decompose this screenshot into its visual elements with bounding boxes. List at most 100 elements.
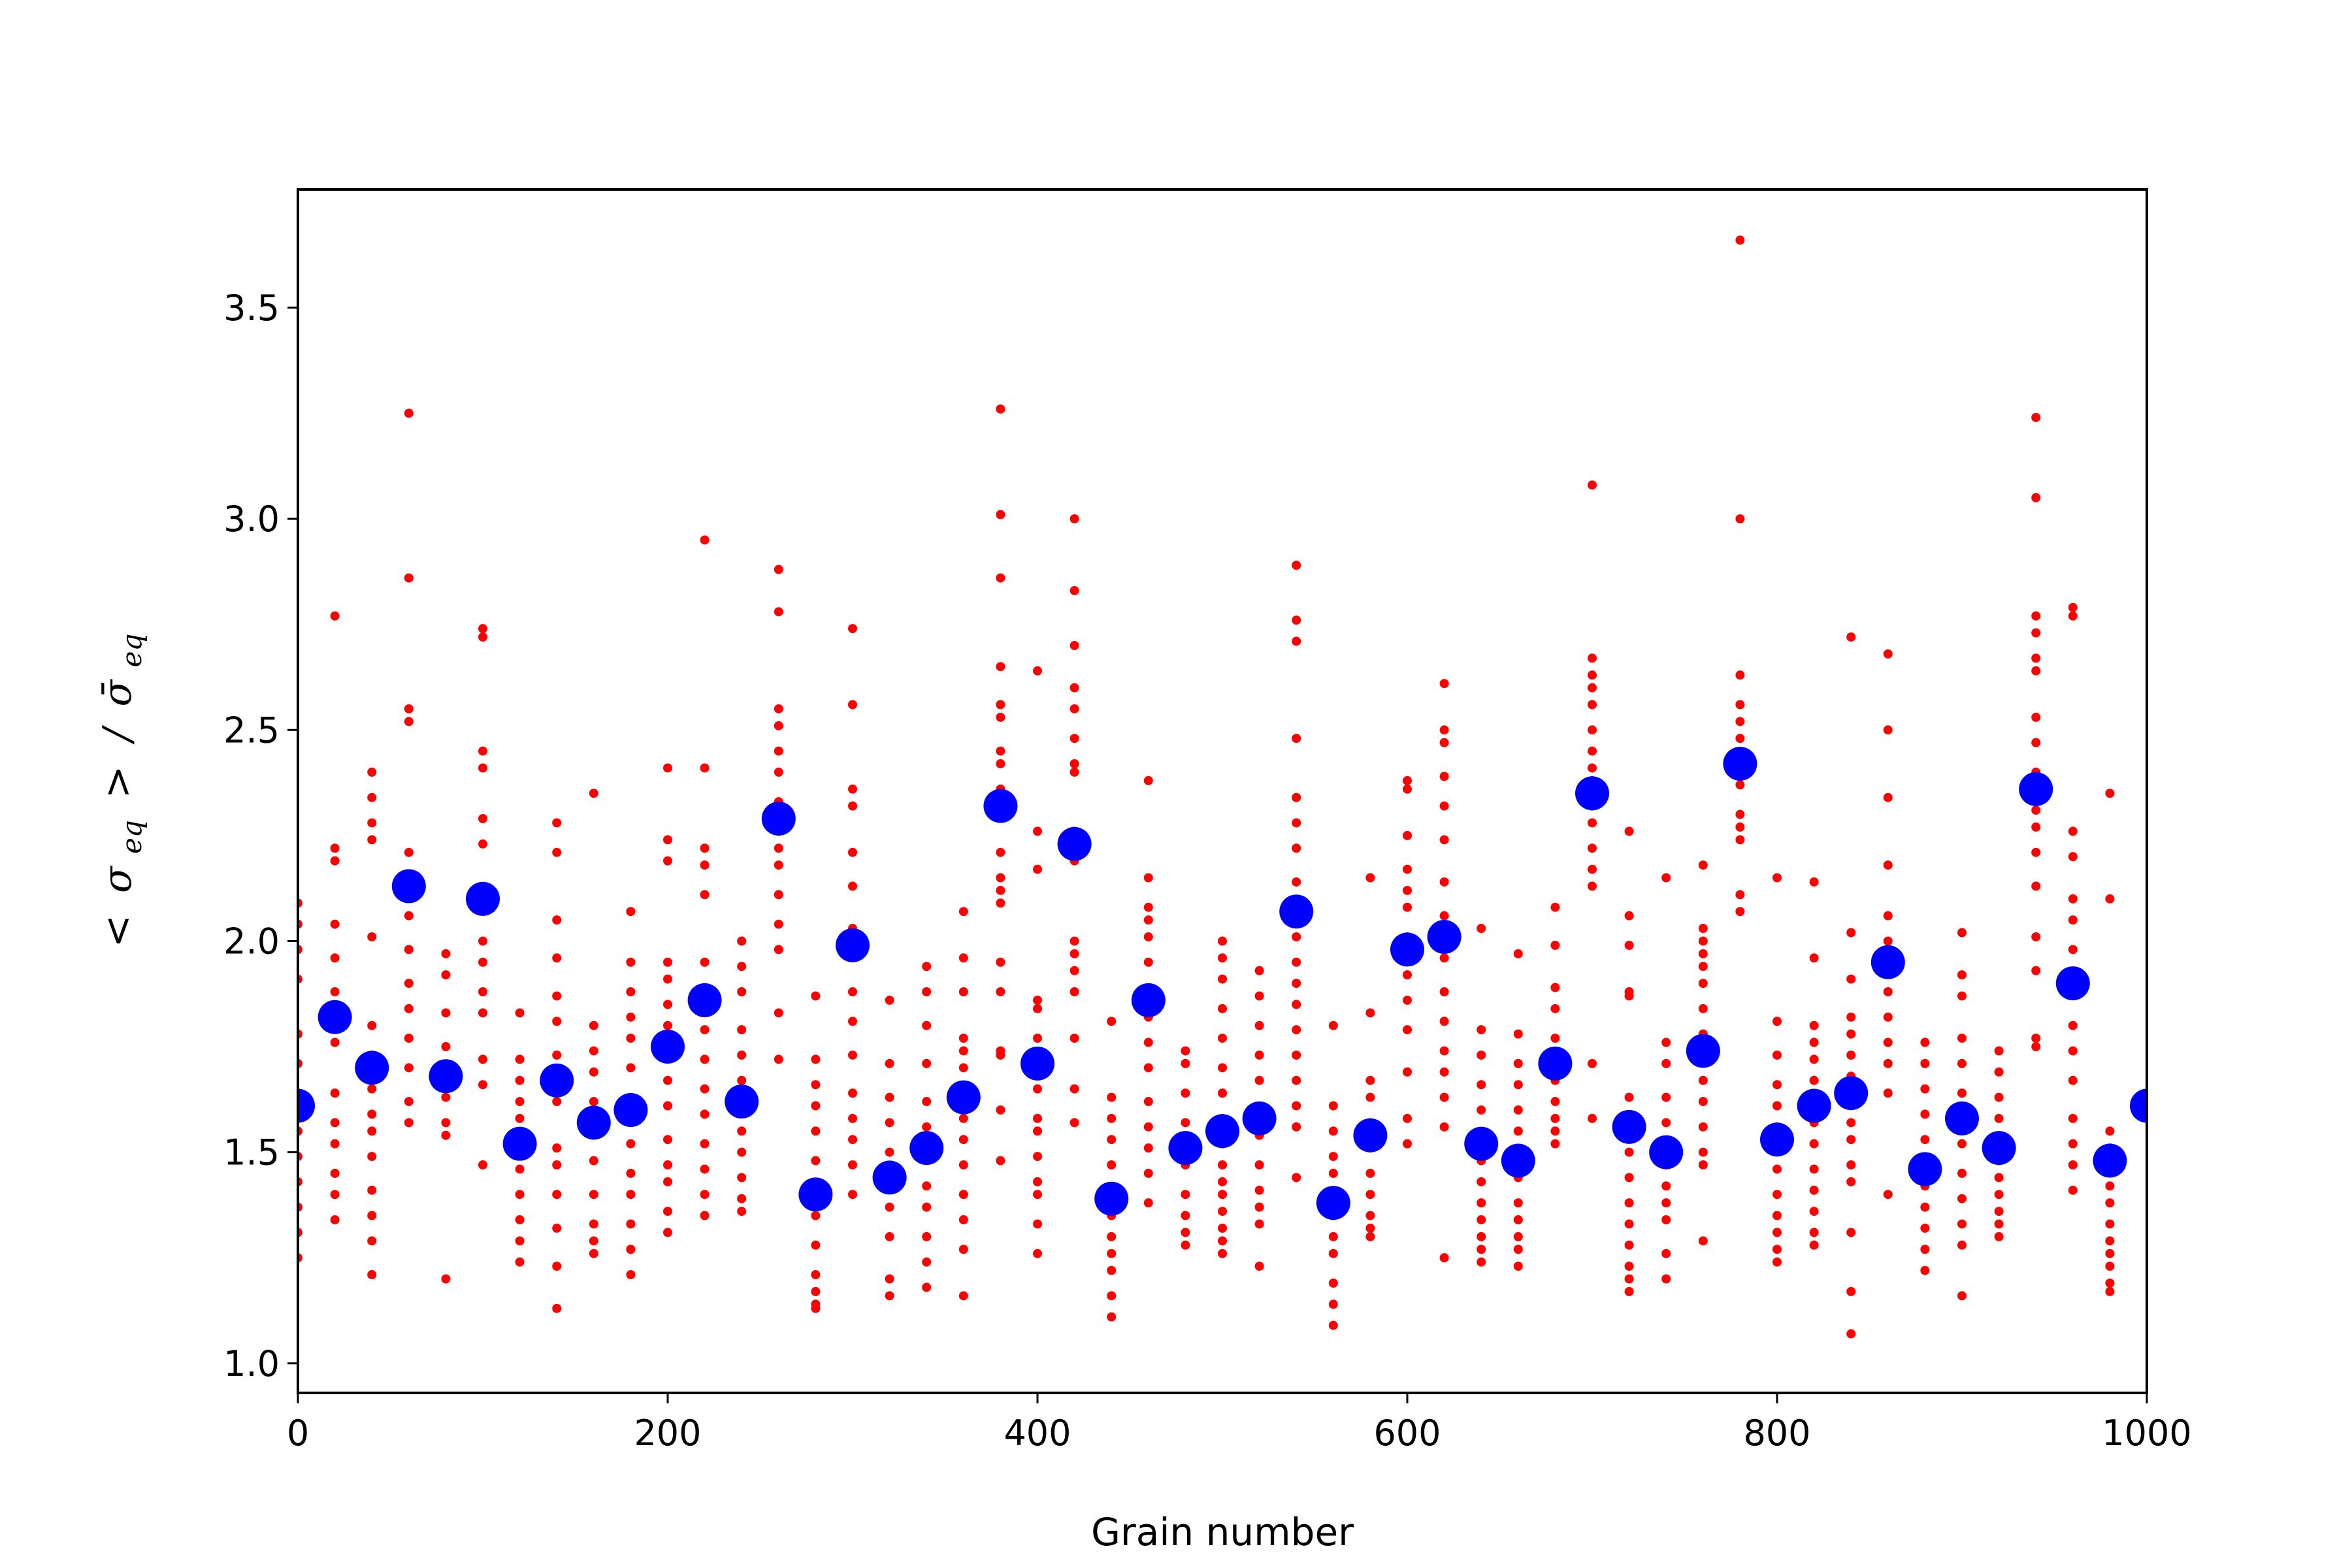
red-data-point [1735, 734, 1745, 743]
red-data-point [2068, 1046, 2078, 1056]
red-data-point [2105, 1236, 2115, 1246]
red-data-point [626, 907, 636, 917]
red-data-point [515, 1164, 525, 1174]
red-data-point [441, 1274, 451, 1284]
red-data-point [700, 1139, 710, 1149]
red-data-point [478, 1008, 487, 1018]
red-data-point [1292, 818, 1301, 828]
red-data-point [1292, 792, 1301, 802]
y-label-slash: / [95, 725, 140, 745]
blue-data-point [983, 789, 1018, 823]
red-data-point [663, 763, 672, 773]
red-data-point [1698, 924, 1708, 934]
red-data-point [1143, 776, 1153, 785]
red-data-point [1403, 1067, 1412, 1077]
red-data-point [1477, 1198, 1486, 1208]
red-data-point [1994, 1113, 2004, 1123]
red-data-point [1365, 1008, 1375, 1018]
red-data-point [811, 1270, 821, 1280]
red-data-point [330, 843, 340, 853]
red-data-point [1809, 877, 1819, 887]
red-data-point [1735, 890, 1745, 900]
red-data-point [1439, 725, 1449, 735]
red-data-point [700, 860, 710, 870]
plot-area [298, 235, 2147, 1339]
red-data-point [1033, 666, 1042, 676]
blue-data-point [1057, 826, 1092, 861]
red-data-point [811, 991, 821, 1001]
red-data-point [811, 1156, 821, 1166]
red-data-point [811, 1126, 821, 1136]
red-data-point [1588, 818, 1597, 828]
red-data-point [626, 987, 636, 996]
red-data-point [367, 1126, 377, 1136]
red-data-point [1365, 1223, 1375, 1233]
red-data-point [1181, 1228, 1190, 1237]
red-data-point [1550, 902, 1560, 912]
red-data-point [1624, 1286, 1634, 1296]
red-data-point [1107, 1113, 1117, 1123]
red-data-point [1365, 1232, 1375, 1241]
red-data-point [1735, 514, 1745, 524]
red-data-point [589, 1236, 598, 1246]
red-data-point [1033, 1190, 1042, 1200]
red-data-point [922, 1282, 932, 1292]
red-data-point [1403, 1113, 1412, 1123]
red-data-point [1254, 991, 1264, 1001]
red-data-point [1477, 1257, 1486, 1267]
y-label-sigma: σ [95, 865, 140, 893]
red-data-point [1883, 725, 1893, 735]
red-data-point [552, 1143, 562, 1153]
red-data-point [1588, 683, 1597, 693]
red-data-point [1477, 924, 1486, 934]
red-data-point [1661, 1215, 1671, 1225]
red-data-point [2105, 894, 2115, 904]
red-data-point [1143, 1168, 1153, 1178]
red-data-point [330, 611, 340, 621]
red-data-point [1550, 1139, 1560, 1149]
red-data-point [404, 573, 414, 583]
red-data-point [1477, 1025, 1486, 1035]
red-data-point [885, 1291, 894, 1301]
blue-data-point [2055, 966, 2090, 1001]
red-data-point [2068, 602, 2078, 612]
red-data-point [848, 987, 857, 996]
red-data-point [958, 1190, 968, 1200]
blue-data-point [540, 1063, 574, 1098]
blue-data-point [1279, 894, 1314, 929]
red-data-point [1439, 772, 1449, 781]
red-data-point [700, 1054, 710, 1064]
red-data-point [367, 1211, 377, 1220]
red-data-point [1070, 1084, 1079, 1094]
blue-data-point [2093, 1143, 2127, 1178]
red-data-point [848, 1050, 857, 1060]
red-data-point [1661, 1118, 1671, 1128]
red-data-point [1107, 1312, 1117, 1322]
red-data-point [1033, 1126, 1042, 1136]
red-data-point [1365, 873, 1375, 883]
red-data-point [700, 843, 710, 853]
red-data-point [1957, 1240, 1967, 1250]
red-data-point [1070, 987, 1079, 996]
red-data-point [737, 1194, 747, 1203]
red-data-point [478, 839, 487, 849]
red-data-point [1735, 700, 1745, 710]
red-data-point [922, 987, 932, 996]
red-data-point [1439, 801, 1449, 811]
red-data-point [1772, 1017, 1782, 1026]
red-data-point [1403, 864, 1412, 874]
red-data-point [1107, 1092, 1117, 1102]
red-data-point [367, 1185, 377, 1195]
red-data-point [996, 1156, 1005, 1166]
red-data-point [367, 1109, 377, 1119]
red-data-point [811, 1101, 821, 1111]
blue-data-point [1427, 919, 1462, 954]
red-data-point [515, 1075, 525, 1085]
red-data-point [737, 962, 747, 972]
y-label-sub1: eq [116, 820, 148, 854]
red-data-point [774, 843, 783, 853]
red-data-point [1588, 746, 1597, 756]
red-data-point [1292, 843, 1301, 853]
red-data-point [1439, 1017, 1449, 1026]
red-data-point [1883, 936, 1893, 946]
